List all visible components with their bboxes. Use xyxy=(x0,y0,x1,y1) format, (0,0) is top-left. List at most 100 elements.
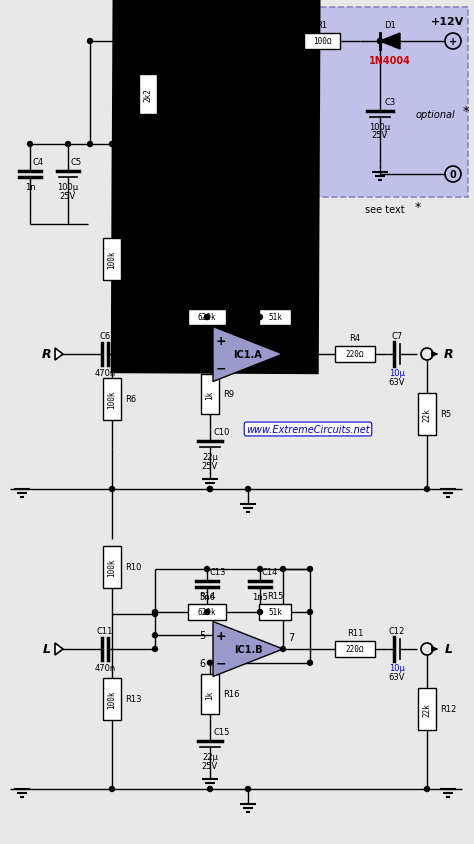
Bar xyxy=(201,375,219,414)
Text: 25V: 25V xyxy=(264,110,280,119)
Text: C3: C3 xyxy=(385,98,396,107)
Text: 25V: 25V xyxy=(60,192,76,201)
Bar xyxy=(103,239,121,281)
Circle shape xyxy=(88,40,92,45)
Bar xyxy=(259,310,291,326)
Polygon shape xyxy=(380,34,400,50)
Circle shape xyxy=(109,787,115,792)
Circle shape xyxy=(308,661,312,665)
Text: 22k: 22k xyxy=(422,408,431,421)
Text: 5n6: 5n6 xyxy=(199,298,215,306)
Circle shape xyxy=(146,40,151,45)
Text: 1N4004: 1N4004 xyxy=(369,56,411,66)
Text: 470n: 470n xyxy=(94,369,116,377)
Text: 1n5: 1n5 xyxy=(252,592,268,601)
Text: 51k: 51k xyxy=(268,313,282,322)
Circle shape xyxy=(88,143,92,148)
Text: C10: C10 xyxy=(213,428,229,436)
Bar xyxy=(418,688,436,730)
Circle shape xyxy=(204,567,210,572)
Text: 22μ: 22μ xyxy=(202,452,218,462)
Text: R6: R6 xyxy=(125,395,136,404)
Text: C6: C6 xyxy=(100,332,110,341)
Circle shape xyxy=(109,143,115,148)
Text: L: L xyxy=(43,643,51,656)
Text: 25V: 25V xyxy=(202,462,218,470)
Text: C1: C1 xyxy=(246,76,257,85)
Circle shape xyxy=(153,612,157,617)
Circle shape xyxy=(109,487,115,492)
Text: 1n5: 1n5 xyxy=(252,298,268,306)
Circle shape xyxy=(198,40,202,45)
Circle shape xyxy=(240,40,246,45)
Text: 220Ω: 220Ω xyxy=(346,645,364,654)
Circle shape xyxy=(281,272,285,277)
Text: IC1.B: IC1.B xyxy=(234,644,262,654)
Circle shape xyxy=(246,487,250,492)
Text: 25V: 25V xyxy=(202,761,218,770)
Polygon shape xyxy=(213,327,283,382)
Text: C15: C15 xyxy=(213,728,229,736)
Text: C14: C14 xyxy=(262,567,278,576)
Text: R11: R11 xyxy=(347,628,363,637)
Text: *: * xyxy=(463,106,469,118)
Text: +: + xyxy=(449,37,457,47)
Text: +: + xyxy=(216,334,226,348)
Text: 10μ: 10μ xyxy=(389,369,405,377)
Text: 5n6: 5n6 xyxy=(199,592,215,601)
Text: 6: 6 xyxy=(199,658,205,668)
Circle shape xyxy=(308,272,312,277)
Text: IC1: IC1 xyxy=(193,72,207,80)
Text: R1: R1 xyxy=(317,21,328,30)
Circle shape xyxy=(208,487,212,492)
Text: 22μ: 22μ xyxy=(202,752,218,761)
Text: 1n: 1n xyxy=(25,183,35,192)
Text: C11: C11 xyxy=(97,626,113,636)
Bar xyxy=(139,75,157,115)
Text: D1: D1 xyxy=(384,21,396,30)
Text: C9: C9 xyxy=(262,273,273,282)
Circle shape xyxy=(208,365,212,371)
Text: 470n: 470n xyxy=(94,663,116,672)
Text: +: + xyxy=(216,629,226,642)
Bar xyxy=(103,379,121,420)
Text: 1k: 1k xyxy=(206,390,215,399)
Text: C5: C5 xyxy=(70,158,81,167)
Circle shape xyxy=(208,487,212,492)
Circle shape xyxy=(281,352,285,357)
Text: 10μ: 10μ xyxy=(389,663,405,672)
Circle shape xyxy=(146,40,151,45)
Text: 0: 0 xyxy=(450,170,456,180)
Text: 63V: 63V xyxy=(389,377,405,387)
Circle shape xyxy=(377,40,383,45)
Text: R12: R12 xyxy=(440,705,456,714)
Circle shape xyxy=(153,315,157,320)
Text: C12: C12 xyxy=(389,626,405,636)
Text: 100k: 100k xyxy=(108,558,117,576)
Text: R5: R5 xyxy=(440,410,451,419)
Polygon shape xyxy=(55,349,63,360)
Text: 1000μ: 1000μ xyxy=(259,101,285,110)
Circle shape xyxy=(281,647,285,652)
Text: −: − xyxy=(216,362,226,375)
Text: 1: 1 xyxy=(288,338,294,348)
Text: IC1.A: IC1.A xyxy=(234,349,263,360)
Circle shape xyxy=(257,315,263,320)
Circle shape xyxy=(153,338,157,344)
Text: R4: R4 xyxy=(349,333,361,343)
Bar xyxy=(304,34,340,50)
Text: IC1 = NE5532: IC1 = NE5532 xyxy=(152,12,248,24)
Circle shape xyxy=(153,609,157,614)
Text: 100k: 100k xyxy=(108,251,117,269)
Polygon shape xyxy=(213,622,283,677)
Text: *: * xyxy=(415,200,421,214)
Text: 1k: 1k xyxy=(206,690,215,699)
Bar xyxy=(418,393,436,436)
Text: 220Ω: 220Ω xyxy=(346,350,364,359)
Circle shape xyxy=(377,40,383,45)
Circle shape xyxy=(308,567,312,572)
Text: 100μ: 100μ xyxy=(57,183,79,192)
Circle shape xyxy=(204,609,210,614)
Circle shape xyxy=(204,315,210,320)
Circle shape xyxy=(65,143,71,148)
